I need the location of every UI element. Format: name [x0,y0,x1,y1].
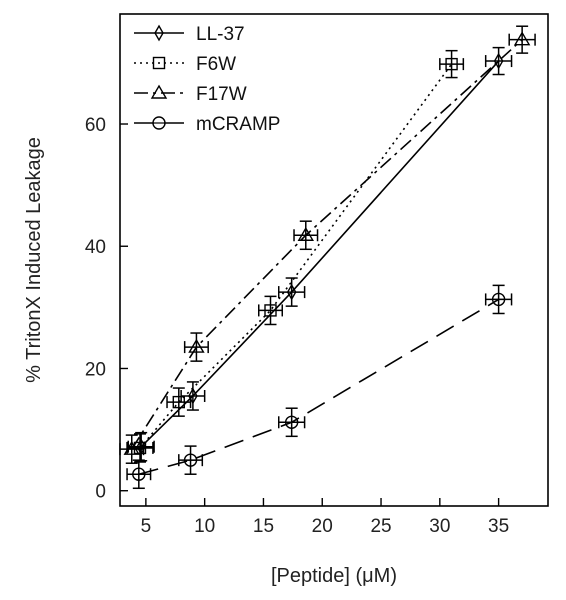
series-f6w [126,49,465,463]
square-marker [445,57,458,71]
x-tick-label: 35 [488,516,509,537]
data-point [126,433,154,463]
legend: LL-37 F6W F17W mCRAMP [134,24,280,135]
data-point [484,284,513,315]
x-tick-label: 5 [141,516,152,537]
circle-marker [183,453,198,467]
series-ll-37 [127,46,513,462]
legend-circle-marker [152,116,166,130]
legend-label: F6W [196,54,236,75]
series-line-f17w [131,39,523,450]
data-point [183,332,209,362]
data-point [508,25,536,54]
diamond-marker [286,283,297,301]
data-point [178,445,204,475]
data-point [439,49,465,79]
triangle-marker [297,226,314,241]
series-line-f6w [139,63,453,449]
data-point [166,387,192,417]
x-tick-label: 15 [253,516,274,537]
data-point [277,407,306,438]
y-tick-label: 0 [95,482,106,503]
x-tick-label: 20 [312,516,333,537]
triangle-marker [188,338,205,353]
series-line-ll-37 [140,60,500,448]
y-axis-label: % TritonX Induced Leakage [23,137,45,383]
y-tick-label: 60 [85,115,106,136]
series-mcramp [126,284,513,490]
series-layer [119,25,536,490]
legend-square-marker [152,56,166,70]
x-tick-label: 30 [429,516,450,537]
triangle-marker [123,440,140,455]
circle-marker [284,415,299,429]
legend-diamond-marker [154,24,164,42]
data-point [119,434,145,464]
data-point [180,381,206,411]
x-tick-label: 25 [370,516,391,537]
data-point [257,295,284,326]
legend-label: LL-37 [196,24,245,45]
legend-entry-f6w: F6W [134,54,236,75]
x-axis-label: [Peptide] (μM) [271,565,397,587]
x-tick-label: 10 [194,516,215,537]
series-f17w [119,25,536,464]
y-tick-label: 20 [85,359,106,380]
diamond-marker [188,387,198,405]
y-tick-label: 40 [85,237,106,258]
data-point [126,459,152,490]
legend-entry-ll-37: LL-37 [134,24,245,45]
legend-entry-mcramp: mCRAMP [134,114,280,135]
plot-frame [119,13,549,507]
square-marker [264,304,277,317]
legend-triangle-marker [150,84,168,99]
square-marker [172,395,185,409]
data-point [293,220,319,251]
circle-marker [132,467,146,481]
legend-label: F17W [196,84,247,105]
series-line-mcramp [138,298,500,475]
triangle-marker [513,31,531,46]
legend-entry-f17w: F17W [134,84,247,105]
circle-marker [491,292,506,307]
axis-ticks: 5 10 15 20 25 30 35 0 20 40 60 [85,115,509,537]
legend-label: mCRAMP [196,114,280,135]
